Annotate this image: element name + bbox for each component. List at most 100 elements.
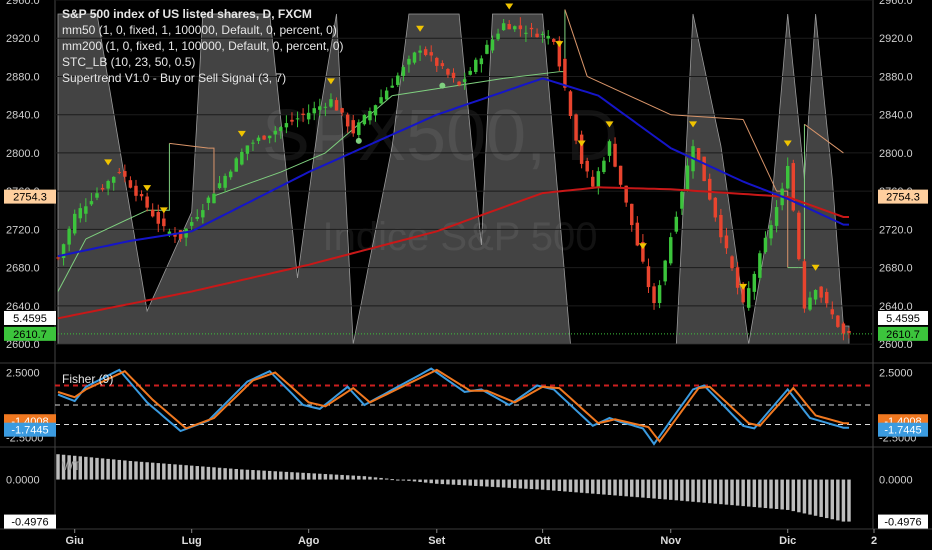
candle (797, 210, 801, 261)
candle (189, 217, 194, 230)
wt-bar (696, 479, 701, 503)
wt-bar (212, 467, 216, 480)
candle (468, 67, 472, 76)
candle (524, 25, 528, 42)
legend-mm200[interactable]: mm200 (1, 0, fixed, 1, 100000, Default, … (62, 39, 344, 53)
legend-stc[interactable]: STC_LB (10, 23, 50, 0.5) (62, 55, 196, 69)
wt-bar (184, 465, 188, 480)
wt-bar (323, 474, 328, 480)
candle-body (440, 63, 445, 67)
candle (735, 262, 740, 295)
candle-body (412, 52, 417, 63)
candle-body (245, 145, 250, 154)
price-tag-right: 5.4595 (886, 313, 920, 325)
mm200-line (57, 186, 849, 320)
candle (234, 156, 238, 172)
wt-bar (111, 459, 116, 480)
candle (273, 126, 277, 143)
candle-body (279, 127, 283, 132)
candle-body (256, 137, 261, 141)
candle (306, 104, 311, 125)
legend-mm50[interactable]: mm50 (1, 0, fixed, 1, 100000, Default, 0… (62, 23, 337, 37)
wt-bar (228, 468, 233, 480)
wt-tag-right-bg (878, 514, 928, 529)
sell-signal-icon (416, 25, 425, 32)
wt-bar (540, 479, 545, 490)
fisher-title[interactable]: Fisher (9) (62, 372, 114, 386)
candle-body (451, 72, 456, 79)
wt-bar (162, 463, 166, 480)
wt-bar (273, 471, 277, 480)
candle-body (591, 176, 595, 187)
candle-body (61, 244, 66, 259)
candle-body (618, 165, 623, 185)
wt-bar (290, 472, 294, 480)
candle (479, 55, 484, 73)
wt-bar (780, 479, 784, 510)
wt-bar (223, 468, 227, 480)
price-tick-label-left: 2640.0 (6, 301, 40, 313)
candle-body (390, 85, 394, 88)
wt-bar (262, 470, 266, 480)
wt-bar (585, 479, 589, 494)
candle (747, 281, 751, 311)
wt-bar (769, 479, 773, 509)
candle (613, 137, 617, 168)
candle-body (217, 183, 222, 188)
candle-body (67, 228, 71, 245)
candle (329, 93, 333, 109)
wt-bar (451, 479, 456, 485)
candle-body (379, 97, 383, 104)
candle (663, 259, 667, 286)
legend-supertrend[interactable]: Supertrend V1.0 - Buy or Sell Signal (3,… (62, 71, 287, 85)
candle-body (423, 49, 428, 55)
candle-body (56, 257, 60, 259)
wt-tag-left-bg (4, 514, 56, 529)
wt-bar (791, 479, 796, 512)
supertrend-segment (208, 147, 215, 196)
sell-signal-icon (638, 243, 647, 250)
candle (507, 20, 511, 30)
wt-bar (730, 479, 734, 506)
wt-bar (501, 479, 506, 488)
candle (808, 291, 812, 312)
candle-body (462, 79, 467, 82)
wt-bar (663, 479, 667, 500)
candle (847, 327, 851, 339)
candle-body (334, 100, 339, 111)
wt-bar (401, 479, 406, 481)
fisher-signal-line (57, 368, 849, 444)
symbol-title[interactable]: S&P 500 index of US listed shares, D, FX… (62, 7, 312, 21)
wt-bar (435, 479, 439, 484)
sell-signal-icon (159, 207, 168, 214)
supertrend-segment (85, 209, 148, 240)
candle-body (696, 148, 701, 161)
candle (574, 113, 578, 145)
candle (240, 148, 244, 166)
wt-bar (513, 479, 517, 489)
sell-signal-icon (783, 140, 792, 147)
fisher-tag-left: -1.7445 (11, 425, 48, 437)
wt-bar (407, 479, 411, 481)
time-axis-label: 2 (871, 535, 877, 547)
candle-body (713, 197, 718, 218)
wt-bar (474, 479, 478, 486)
price-tick-label-left: 2840.0 (6, 110, 40, 122)
wt-bar (813, 479, 818, 516)
price-tick-label-left: 2720.0 (6, 224, 40, 236)
candle (813, 289, 818, 305)
wt-bar (524, 479, 528, 489)
candle (724, 227, 729, 254)
candle (596, 167, 601, 195)
price-tick-label-right: 2880.0 (879, 71, 913, 83)
sell-signal-icon (104, 159, 113, 166)
sell-signal-icon (577, 140, 586, 147)
wt-bar (802, 479, 807, 514)
candle-body (189, 222, 194, 226)
wt-bar (685, 479, 690, 502)
candle (223, 173, 227, 192)
candle-body (318, 106, 322, 110)
candle-body (752, 273, 757, 292)
price-tick-label-left: 2800.0 (6, 148, 40, 160)
wt-title[interactable]: WT (62, 459, 81, 473)
